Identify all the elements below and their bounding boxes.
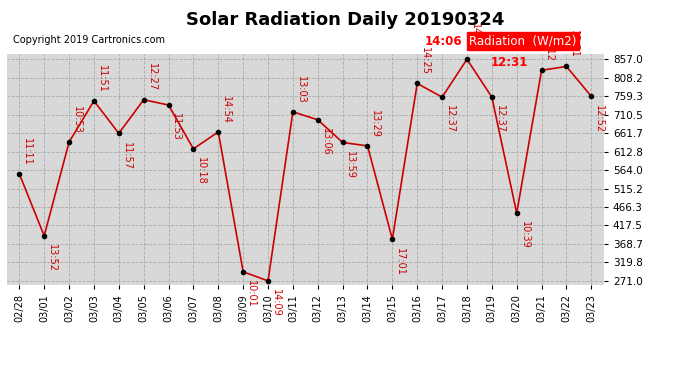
Text: 11:51: 11:51 — [97, 64, 107, 93]
Text: Radiation  (W/m2): Radiation (W/m2) — [469, 35, 577, 48]
Text: 13:29: 13:29 — [371, 110, 380, 138]
Text: 14:06: 14:06 — [425, 35, 462, 48]
Text: 13:03: 13:03 — [296, 76, 306, 104]
Text: 14:54: 14:54 — [221, 96, 231, 123]
Text: 14:06: 14:06 — [470, 23, 480, 51]
Text: 10:53: 10:53 — [72, 106, 82, 134]
Text: 11:53: 11:53 — [171, 113, 181, 141]
Text: Solar Radiation Daily 20190324: Solar Radiation Daily 20190324 — [186, 11, 504, 29]
Text: 11:11: 11:11 — [22, 138, 32, 165]
Text: 12:27: 12:27 — [146, 63, 157, 92]
Text: 13:59: 13:59 — [346, 151, 355, 178]
Text: 13:06: 13:06 — [321, 128, 331, 156]
Text: 12:37: 12:37 — [495, 105, 504, 134]
Text: 15:12: 15:12 — [544, 34, 554, 62]
Text: 14:25: 14:25 — [420, 47, 430, 75]
Text: 13:52: 13:52 — [47, 244, 57, 272]
Text: 14:09: 14:09 — [270, 289, 281, 317]
Text: 17:01: 17:01 — [395, 248, 405, 276]
Text: 12:52: 12:52 — [594, 105, 604, 133]
Text: 11:57: 11:57 — [121, 142, 132, 170]
Text: 10:39: 10:39 — [520, 222, 529, 249]
Text: Copyright 2019 Cartronics.com: Copyright 2019 Cartronics.com — [13, 35, 165, 45]
Text: 10:01: 10:01 — [246, 280, 256, 308]
Text: 12:37: 12:37 — [445, 105, 455, 134]
Text: 10:18: 10:18 — [196, 157, 206, 185]
Text: 12:31: 12:31 — [569, 30, 579, 58]
Text: 12:31: 12:31 — [491, 56, 528, 69]
